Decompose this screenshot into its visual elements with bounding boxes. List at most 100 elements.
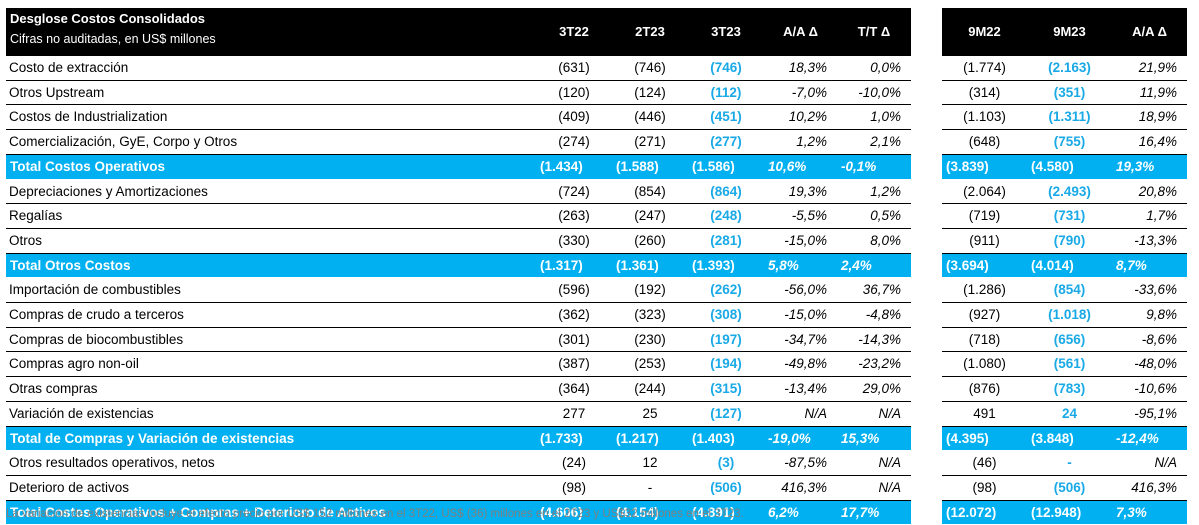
cell-value: (323) [612,302,688,328]
cell-value: (24) [536,450,612,476]
cell-value: 11,9% [1112,80,1187,106]
cell-value: (12.072) [942,500,1027,525]
table-row: (648) (755) 16,4% [942,129,1187,155]
table-row: Depreciaciones y Amortizaciones (724) (854… [6,179,911,205]
cell-value: (4.014) [1027,253,1112,279]
cell-value: -12,4% [1112,426,1187,452]
cell-value: 18,9% [1112,104,1187,131]
cell-value: (1.393) [688,253,764,279]
cell-value: 416,3% [1112,475,1187,501]
cell-value: (262) [688,277,764,304]
table-row: Costos de Industrialization (409) (446) (45… [6,104,911,131]
cell-value: 29,0% [837,376,911,402]
table-row: (46) - N/A [942,450,1187,476]
cell-value: 7,3% [1112,500,1187,525]
total-row: (3.694) (4.014) 8,7% [942,253,1187,279]
cell-value: 10,6% [764,154,837,180]
cell-value: (4.154) [612,500,688,525]
cell-value: (4.580) [1027,154,1112,180]
table-row: (1.286) (854) -33,6% [942,277,1187,304]
table-row: (911) (790) -13,3% [942,228,1187,254]
cell-value: - [1027,450,1112,476]
row-label: Otros Upstream [6,80,536,106]
cell-value: (719) [942,203,1027,229]
cell-value: (2.163) [1027,56,1112,81]
cell-value: 2,1% [837,129,911,155]
table-row: Deterioro de activos (98) - (506) 416,3% N/A [6,475,911,501]
cell-value: 10,2% [764,104,837,131]
cell-value: 1,7% [1112,203,1187,229]
cell-value: (330) [536,228,612,254]
cell-value: -13,4% [764,376,837,402]
cell-value: 19,3% [764,179,837,205]
total-row: Total Costos Operativos (1.434) (1.588) (1.… [6,154,911,180]
cell-value: (98) [942,475,1027,501]
cell-value: N/A [837,450,911,476]
table-row: (927) (1.018) 9,8% [942,302,1187,328]
cell-value: (4.891) [688,500,764,525]
row-label: Compras de biocombustibles [6,327,536,353]
cell-value: (192) [612,277,688,304]
table-header-row: 9M22 9M23 A/A Δ [942,8,1187,56]
cell-value: (3.694) [942,253,1027,279]
table-row: Variación de existencias 277 25 (127) N/A N/A [6,401,911,427]
cell-value: (230) [612,327,688,353]
row-label: Importación de combustibles [6,277,536,304]
cell-value: (260) [612,228,688,254]
table-row: (1.774) (2.163) 21,9% [942,56,1187,81]
cell-value: 16,4% [1112,129,1187,155]
cell-value: (315) [688,376,764,402]
cell-value: (1.286) [942,277,1027,304]
column-header: 3T22 [536,8,612,56]
cell-value: (1.080) [942,351,1027,378]
total-row: (3.839) (4.580) 19,3% [942,154,1187,180]
cell-value: 2,4% [837,253,911,279]
table-row: Otros Upstream (120) (124) (112) -7,0% -10,0% [6,80,911,106]
cell-value: (12.948) [1027,500,1112,525]
cell-value: -95,1% [1112,401,1187,427]
cell-value: (253) [612,351,688,378]
table-row: (1.103) (1.311) 18,9% [942,104,1187,131]
cell-value: (244) [612,376,688,402]
table-row: (2.064) (2.493) 20,8% [942,179,1187,205]
table-row: Compras de crudo a terceros (362) (323) (30… [6,302,911,328]
cell-value: (451) [688,104,764,131]
cell-value: (783) [1027,376,1112,402]
cell-value: (506) [1027,475,1112,501]
column-header: T/T Δ [837,8,911,56]
cell-value: (755) [1027,129,1112,155]
cell-value: 277 [536,401,612,427]
cell-value: -23,2% [837,351,911,378]
cell-value: (506) [688,475,764,501]
row-label: Otros [6,228,536,254]
cell-value: (247) [612,203,688,229]
cell-value: (648) [942,129,1027,155]
cell-value: (864) [688,179,764,205]
cell-value: (731) [1027,203,1112,229]
cell-value: (364) [536,376,612,402]
cell-value: -4,8% [837,302,911,328]
cell-value: 25 [612,401,688,427]
cell-value: (1.018) [1027,302,1112,328]
cell-value: -34,7% [764,327,837,353]
table-header-row: Desglose Costos Consolidados Cifras no a… [6,8,911,56]
row-label: Depreciaciones y Amortizaciones [6,179,536,205]
cell-value: (1.586) [688,154,764,180]
cell-value: (127) [688,401,764,427]
cell-value: -8,6% [1112,327,1187,353]
cell-value: (927) [942,302,1027,328]
cell-value: -14,3% [837,327,911,353]
row-label: Total Costos Operativos + Compras + Dete… [6,500,536,525]
cell-value: 1,0% [837,104,911,131]
cell-value: -0,1% [837,154,911,180]
total-row: (12.072) (12.948) 7,3% [942,500,1187,525]
cell-value: N/A [837,401,911,427]
cell-value: 0,5% [837,203,911,229]
cell-value: (271) [612,129,688,155]
cost-breakdown-table-quarterly: Desglose Costos Consolidados Cifras no a… [6,8,911,525]
table-row: (98) (506) 416,3% [942,475,1187,501]
cell-value: (596) [536,277,612,304]
cell-value: -15,0% [764,228,837,254]
row-label: Regalías [6,203,536,229]
cell-value: (1.774) [942,56,1027,81]
